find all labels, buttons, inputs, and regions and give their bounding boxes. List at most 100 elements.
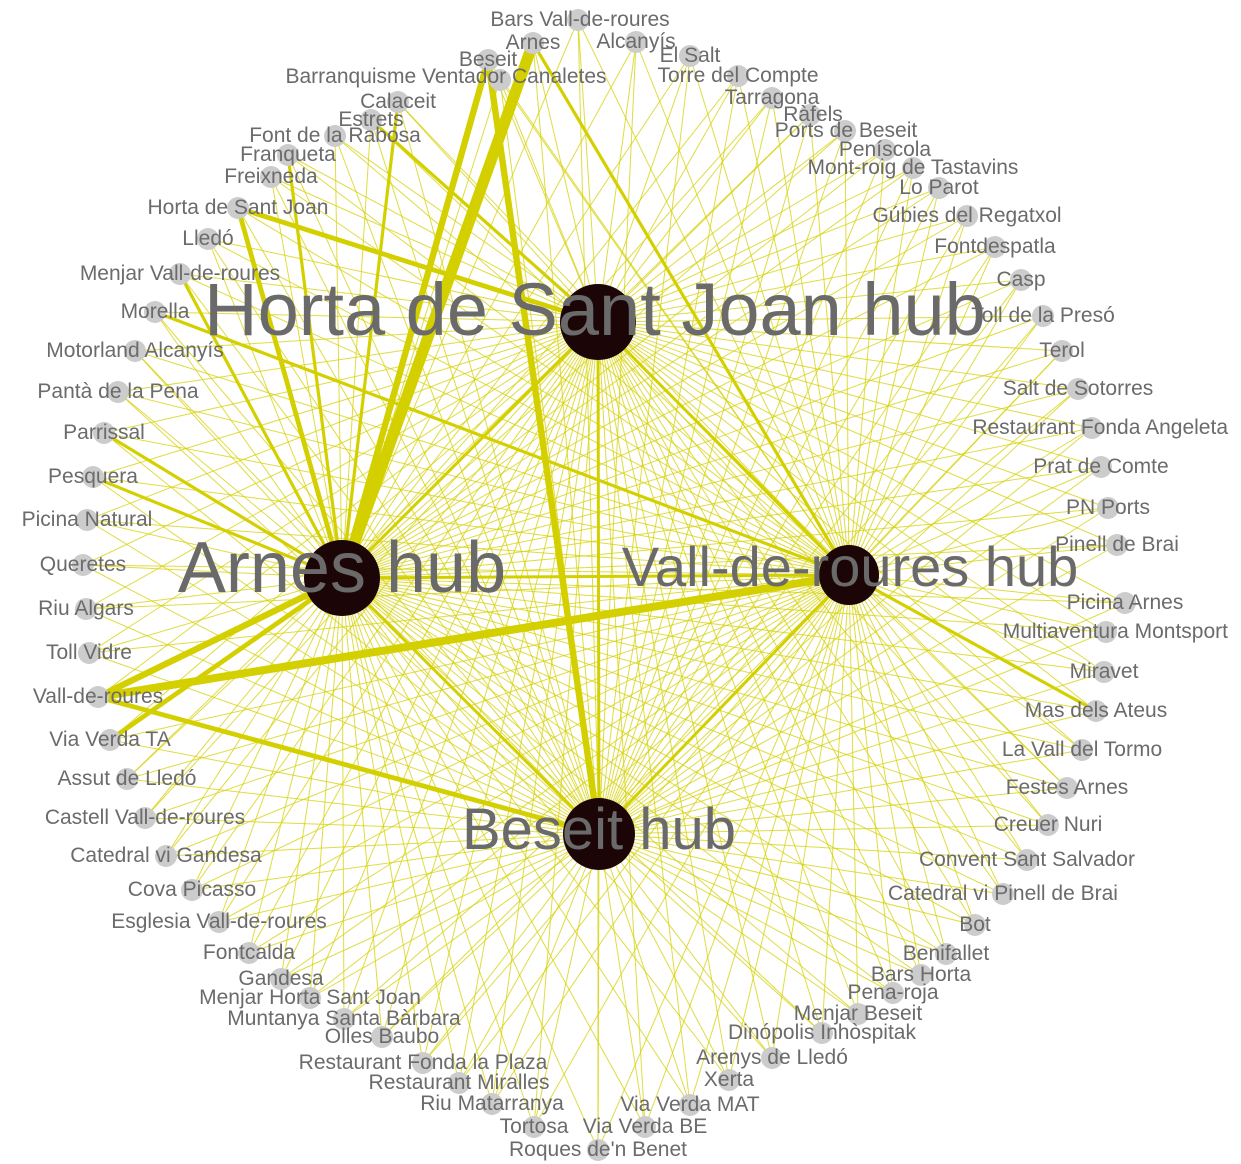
node-pesquera[interactable] bbox=[82, 466, 104, 488]
node-restaurant-fonda-la-plaza[interactable] bbox=[412, 1052, 434, 1074]
node-lledo[interactable] bbox=[197, 228, 219, 250]
edge-beseit-gubies-del-regatxol bbox=[598, 215, 968, 835]
node-barranquisme-ventador-canaletes[interactable] bbox=[489, 69, 511, 91]
node-benifallet[interactable] bbox=[935, 943, 957, 965]
node-arnes[interactable] bbox=[522, 32, 544, 54]
node-mas-dels-ateus[interactable] bbox=[1085, 700, 1107, 722]
node-gubies-del-regatxol[interactable] bbox=[956, 205, 978, 227]
edge-arnes-vall bbox=[341, 573, 850, 580]
node-bars-vall-de-roures[interactable] bbox=[567, 9, 589, 31]
node-restaurant-miralles[interactable] bbox=[448, 1072, 470, 1094]
node-label-peniscola: Peníscola bbox=[839, 138, 932, 161]
node-menjar-horta-sant-joan[interactable] bbox=[299, 987, 321, 1009]
node-dinopolis-inhospitak[interactable] bbox=[811, 1022, 833, 1044]
node-pinell-de-brai[interactable] bbox=[1106, 534, 1128, 556]
node-menjar-beseit[interactable] bbox=[847, 1003, 869, 1025]
node-morella[interactable] bbox=[144, 301, 166, 323]
node-calaceit[interactable] bbox=[387, 91, 409, 113]
edge-vall-roques-de-n-benet bbox=[597, 574, 850, 1151]
node-vall-de-roures[interactable] bbox=[87, 686, 109, 708]
node-pn-ports[interactable] bbox=[1097, 497, 1119, 519]
node-label-via-verda-mat: Via Verda MAT bbox=[620, 1093, 759, 1116]
node-xerta[interactable] bbox=[718, 1069, 740, 1091]
node-parrissal[interactable] bbox=[93, 422, 115, 444]
hub-node-arnes[interactable] bbox=[304, 540, 380, 616]
node-arenys-de-lledo[interactable] bbox=[761, 1047, 783, 1069]
node-olles-baubo[interactable] bbox=[371, 1026, 393, 1048]
node-label-barranquisme-ventador-canaletes: Barranquisme Ventador Canaletes bbox=[285, 65, 606, 88]
node-estrets[interactable] bbox=[360, 109, 382, 131]
node-toll-de-la-preso[interactable] bbox=[1032, 305, 1054, 327]
node-queretes[interactable] bbox=[72, 554, 94, 576]
node-assut-de-lledo[interactable] bbox=[116, 768, 138, 790]
node-tarragona[interactable] bbox=[761, 87, 783, 109]
node-catedral-vi-gandesa[interactable] bbox=[155, 845, 177, 867]
node-roques-de-n-benet[interactable] bbox=[587, 1139, 609, 1161]
hub-label-arnes: Arnes hub bbox=[178, 528, 506, 608]
node-via-verda-ta[interactable] bbox=[99, 729, 121, 751]
node-rafels[interactable] bbox=[799, 104, 821, 126]
node-bot[interactable] bbox=[964, 914, 986, 936]
edge-beseit-creuer-nuri bbox=[598, 824, 1049, 835]
node-tortosa[interactable] bbox=[523, 1116, 545, 1138]
node-alcanyis[interactable] bbox=[625, 31, 647, 53]
node-muntanya-santa-barbara[interactable] bbox=[333, 1008, 355, 1030]
node-multiaventura-montsport[interactable] bbox=[1095, 621, 1117, 643]
node-miravet[interactable] bbox=[1093, 661, 1115, 683]
node-freixneda[interactable] bbox=[260, 166, 282, 188]
node-restaurant-fonda-angeleta[interactable] bbox=[1081, 417, 1103, 439]
node-casp[interactable] bbox=[1010, 269, 1032, 291]
hub-node-vall[interactable] bbox=[819, 545, 879, 605]
edge-horta-esglesia-vall-de-roures bbox=[218, 321, 599, 923]
edge-vall-multiaventura-montsport bbox=[848, 574, 1107, 633]
node-franqueta[interactable] bbox=[277, 144, 299, 166]
node-label-la-vall-del-tormo: La Vall del Tormo bbox=[1002, 738, 1162, 761]
node-mont-roig-de-tastavins[interactable] bbox=[902, 157, 924, 179]
node-label-bot: Bot bbox=[959, 913, 991, 936]
node-via-verda-mat[interactable] bbox=[679, 1094, 701, 1116]
node-cova-picasso[interactable] bbox=[181, 879, 203, 901]
node-toll-vidre[interactable] bbox=[78, 642, 100, 664]
node-creuer-nuri[interactable] bbox=[1037, 814, 1059, 836]
node-horta-de-sant-joan[interactable] bbox=[227, 197, 249, 219]
edge-vall-xerta bbox=[728, 574, 850, 1081]
node-gandesa[interactable] bbox=[270, 968, 292, 990]
node-motorland-alcanyis[interactable] bbox=[124, 340, 146, 362]
node-bars-horta[interactable] bbox=[910, 964, 932, 986]
node-prat-de-comte[interactable] bbox=[1090, 456, 1112, 478]
node-beseit[interactable] bbox=[477, 49, 499, 71]
node-riu-matarranya[interactable] bbox=[481, 1093, 503, 1115]
node-label-catedral-vi-gandesa: Catedral vi Gandesa bbox=[70, 844, 262, 867]
node-font-de-la-rabosa[interactable] bbox=[324, 125, 346, 147]
node-riu-algars[interactable] bbox=[75, 598, 97, 620]
node-salt-de-sotorres[interactable] bbox=[1067, 378, 1089, 400]
node-panta-de-la-pena[interactable] bbox=[107, 381, 129, 403]
edge-vall-creuer-nuri bbox=[848, 574, 1049, 826]
node-convent-sant-salvador[interactable] bbox=[1016, 849, 1038, 871]
node-esglesia-vall-de-roures[interactable] bbox=[208, 911, 230, 933]
hub-node-beseit[interactable] bbox=[563, 798, 635, 870]
edge-arnes-lo-parot bbox=[341, 187, 940, 579]
node-peniscola[interactable] bbox=[874, 139, 896, 161]
node-pena-roja[interactable] bbox=[882, 982, 904, 1004]
node-via-verda-be[interactable] bbox=[634, 1116, 656, 1138]
node-castell-vall-de-roures[interactable] bbox=[134, 807, 156, 829]
node-fontdespatla[interactable] bbox=[984, 236, 1006, 258]
edge-vall-catedral-vi-gandesa bbox=[165, 574, 850, 857]
node-el-salt[interactable] bbox=[679, 45, 701, 67]
node-catedral-vi-pinell-de-brai[interactable] bbox=[992, 883, 1014, 905]
hub-node-horta[interactable] bbox=[560, 284, 636, 360]
node-festes-arnes[interactable] bbox=[1056, 777, 1078, 799]
node-torre-del-compte[interactable] bbox=[727, 65, 749, 87]
node-label-castell-vall-de-roures: Castell Vall-de-roures bbox=[45, 806, 245, 829]
node-lo-parot[interactable] bbox=[928, 177, 950, 199]
node-picina-natural[interactable] bbox=[76, 509, 98, 531]
node-terol[interactable] bbox=[1051, 340, 1073, 362]
node-la-vall-del-tormo[interactable] bbox=[1071, 739, 1093, 761]
node-ports-de-beseit[interactable] bbox=[834, 120, 856, 142]
node-picina-arnes[interactable] bbox=[1114, 592, 1136, 614]
edge-beseit-menjar-horta-sant-joan bbox=[309, 833, 600, 999]
node-menjar-vall-de-roures[interactable] bbox=[169, 263, 191, 285]
node-fontcalda[interactable] bbox=[238, 942, 260, 964]
